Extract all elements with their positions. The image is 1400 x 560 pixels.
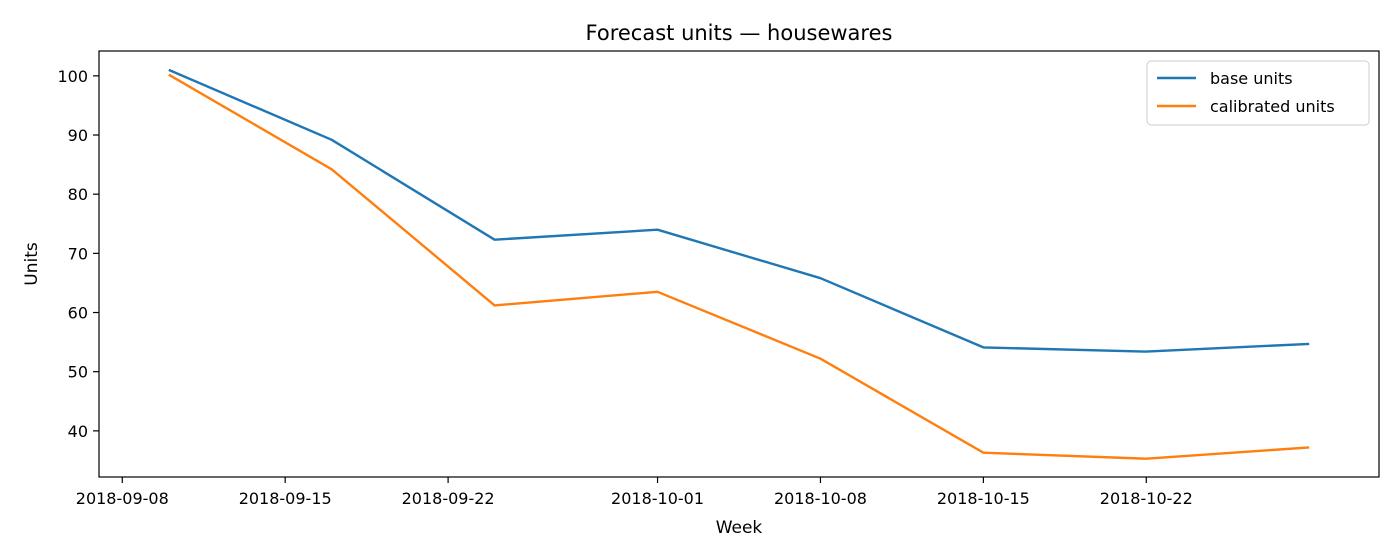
chart-title: Forecast units — housewares [586,21,893,45]
plot-frame [98,50,1380,478]
x-tick-label: 2018-09-15 [239,489,332,508]
series-line-calibrated-units [168,73,1310,460]
x-tick-label: 2018-10-08 [774,489,867,508]
x-tick-label: 2018-10-01 [611,489,704,508]
y-tick-label: 90 [68,126,88,145]
legend-label-base-units: base units [1210,69,1293,88]
legend-label-calibrated-units: calibrated units [1210,97,1335,116]
legend-box [1146,60,1370,126]
y-tick-label: 100 [57,67,88,86]
x-axis-label: Week [716,518,763,538]
y-tick-label: 50 [68,363,88,382]
y-tick-label: 80 [68,185,88,204]
x-tick-label: 2018-10-22 [1100,489,1193,508]
x-axis: 2018-09-08 2018-09-15 2018-09-22 2018-10-01… [76,477,1193,508]
x-tick-label: 2018-09-22 [402,489,495,508]
x-tick-label: 2018-09-08 [76,489,169,508]
y-tick-label: 70 [68,244,88,263]
series-lines [168,68,1310,460]
y-axis: 40 50 60 70 80 90 100 [57,67,99,441]
x-tick-label: 2018-10-15 [937,489,1030,508]
y-tick-label: 40 [68,422,88,441]
y-tick-label: 60 [68,304,88,323]
y-axis-label: Units [22,242,42,286]
legend: base units calibrated units [1146,60,1370,126]
series-line-base-units [168,68,1310,353]
